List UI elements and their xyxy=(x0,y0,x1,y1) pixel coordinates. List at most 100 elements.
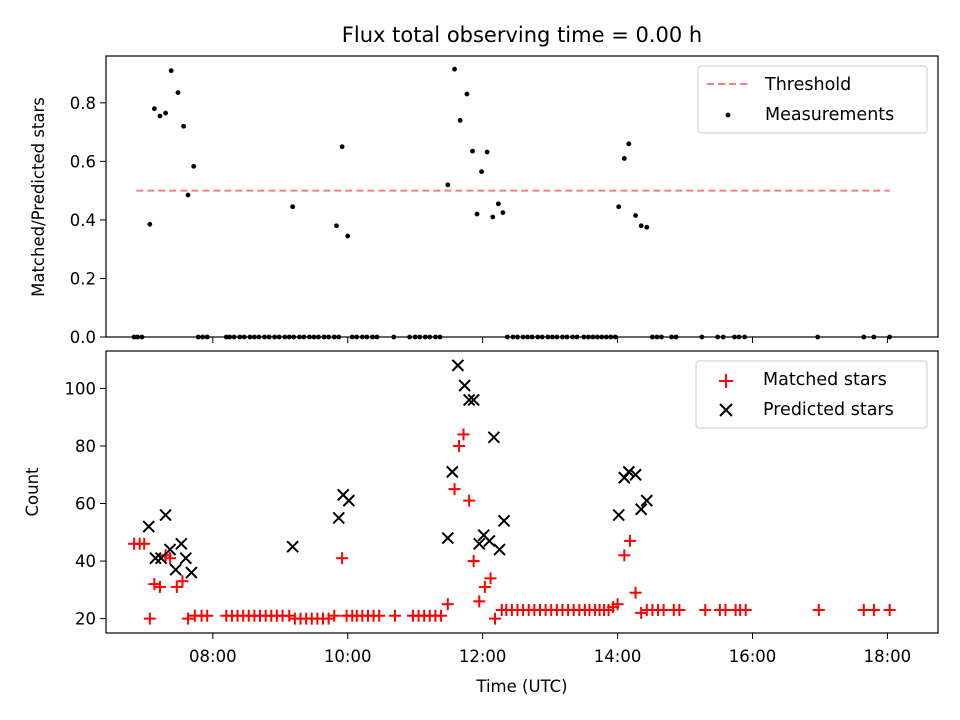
matched-star-point xyxy=(164,552,177,565)
measurement-point xyxy=(457,117,463,123)
predicted-star-point xyxy=(185,566,198,579)
predicted-star-point xyxy=(458,379,471,392)
measurement-point xyxy=(474,211,480,217)
matched-star-point xyxy=(182,612,195,625)
predicted-star-point xyxy=(483,534,496,548)
measurement-point xyxy=(484,149,490,155)
measurement-point xyxy=(163,110,168,116)
predicted-star-point xyxy=(446,465,459,479)
matched-star-point xyxy=(457,428,470,441)
y-tick-label: 100 xyxy=(65,379,97,398)
measurement-point xyxy=(191,163,197,169)
legend-predicted-swatch xyxy=(719,403,733,417)
predicted-star-point xyxy=(175,537,188,551)
measurement-point xyxy=(452,66,457,72)
x-tick-label: 18:00 xyxy=(864,647,912,666)
count-points xyxy=(128,359,896,625)
legend-box xyxy=(695,360,928,429)
y-tick-label: 20 xyxy=(75,610,96,629)
chart-title: Flux total observing time = 0.00 h xyxy=(342,23,702,47)
predicted-star-point xyxy=(142,520,155,533)
predicted-star-point xyxy=(462,393,476,407)
matched-star-point xyxy=(143,612,156,625)
measurement-point xyxy=(464,91,470,97)
predicted-star-point xyxy=(441,531,455,545)
matched-star-point xyxy=(629,586,642,599)
predicted-star-point xyxy=(163,543,177,556)
matched-star-point xyxy=(148,578,161,591)
measurement-point xyxy=(638,223,644,229)
predicted-star-point xyxy=(179,551,193,565)
y-tick-label: 40 xyxy=(75,552,96,571)
legend-matched-swatch xyxy=(719,374,733,388)
measurement-point xyxy=(181,123,186,129)
matched-star-point xyxy=(611,598,624,611)
ratio-panel-y-label: Matched/Predicted stars xyxy=(29,97,48,297)
predicted-star-point xyxy=(286,540,299,553)
measurement-point xyxy=(445,182,451,188)
matched-star-point xyxy=(388,609,401,622)
matched-star-point xyxy=(373,609,386,622)
matched-star-point xyxy=(138,537,151,550)
legend-measurement-swatch xyxy=(725,112,731,118)
matched-star-point xyxy=(176,575,189,588)
count-panel-frame xyxy=(105,350,939,634)
matched-star-point xyxy=(618,549,631,562)
matched-star-point xyxy=(623,534,636,547)
x-tick-label: 10:00 xyxy=(324,647,372,666)
measurement-point xyxy=(185,192,191,198)
measurement-point xyxy=(470,148,475,154)
matched-star-point xyxy=(201,609,214,622)
matched-star-point xyxy=(153,580,166,593)
matched-star-point xyxy=(328,609,341,622)
predicted-star-point xyxy=(629,468,642,481)
matched-star-point xyxy=(867,603,880,616)
matched-star-point xyxy=(435,609,448,622)
predicted-star-point xyxy=(634,503,648,516)
count-panel-legend: Matched stars Predicted stars xyxy=(695,360,928,429)
matched-star-point xyxy=(448,483,461,496)
matched-star-point xyxy=(170,580,183,593)
count-panel-x-label: Time (UTC) xyxy=(475,677,567,696)
measurement-point xyxy=(500,210,506,215)
measurement-point xyxy=(290,204,296,210)
measurement-point xyxy=(479,169,484,175)
predicted-star-point xyxy=(451,359,465,372)
matched-star-point xyxy=(673,603,686,616)
predicted-star-point xyxy=(342,494,356,507)
y-tick-label: 0.2 xyxy=(70,269,96,288)
measurement-point xyxy=(345,233,351,239)
matched-star-point xyxy=(739,603,752,616)
predicted-star-point xyxy=(487,431,501,444)
matched-star-point xyxy=(719,603,732,616)
predicted-star-point xyxy=(622,465,636,479)
matched-star-point xyxy=(489,612,502,625)
predicted-star-point xyxy=(493,543,506,556)
measurement-point xyxy=(621,156,627,161)
legend-box xyxy=(697,65,928,134)
predicted-star-point xyxy=(467,393,480,407)
count-panel-x-ticks: 08:00 10:00 12:00 14:00 16:00 18:00 xyxy=(189,633,911,666)
measurement-point xyxy=(616,204,622,210)
matched-star-point xyxy=(635,606,648,619)
measurement-point xyxy=(495,201,501,207)
predicted-star-point xyxy=(332,511,345,525)
matched-star-point xyxy=(657,603,670,616)
y-tick-label: 60 xyxy=(75,495,96,514)
count-panel-y-label: Count xyxy=(23,467,42,517)
ratio-panel-legend: Threshold Measurements xyxy=(697,65,928,134)
measurement-point xyxy=(644,224,650,230)
legend-predicted-label: Predicted stars xyxy=(763,400,894,420)
ratio-panel-x-ticks xyxy=(212,337,888,343)
predicted-star-point xyxy=(497,514,511,527)
y-tick-label: 0.8 xyxy=(70,94,96,113)
measurement-point xyxy=(626,141,632,147)
matched-star-point xyxy=(467,555,480,568)
matched-star-point xyxy=(441,598,454,611)
x-tick-label: 12:00 xyxy=(459,647,507,666)
matched-star-point xyxy=(453,439,466,452)
matched-star-point xyxy=(283,609,296,622)
x-tick-label: 16:00 xyxy=(729,647,777,666)
measurement-point xyxy=(157,113,163,119)
